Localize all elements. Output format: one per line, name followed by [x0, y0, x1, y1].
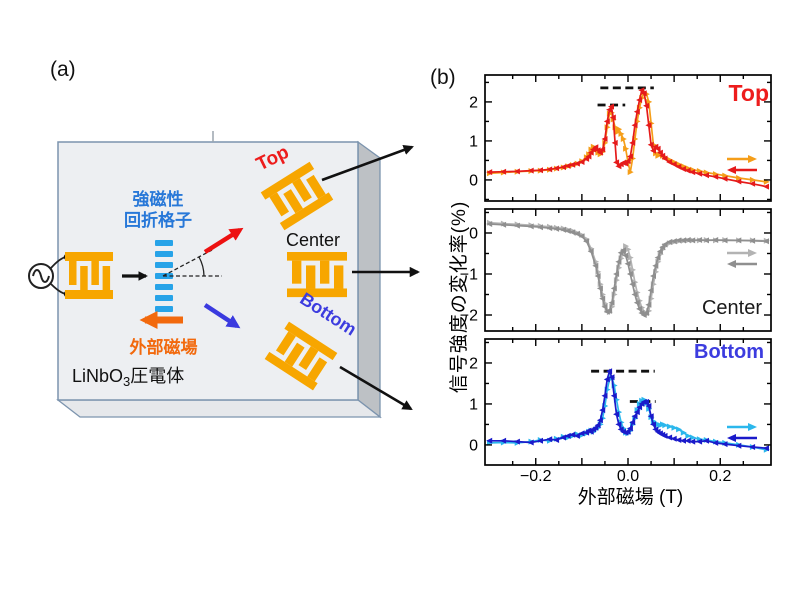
axis-ticks [485, 75, 771, 201]
axis-ticks [485, 339, 771, 465]
y-tick-label: 0 [469, 172, 478, 189]
plot-frame [484, 208, 772, 332]
y-tick-label: 2 [469, 355, 478, 372]
series-markers-field-decreasing [486, 368, 769, 452]
x-tick-label: 0.0 [617, 468, 639, 485]
substrate-label-suffix: 圧電体 [130, 366, 185, 386]
panel-label-center: Center [702, 297, 762, 319]
output-arrow-bottom [339, 365, 413, 411]
deflected-beam-up-arrow [203, 227, 244, 254]
y-tick-label: 2 [469, 94, 478, 111]
y-tick-label: 0 [469, 437, 478, 454]
plot-panel-top: 0 1 2 Top [469, 74, 772, 202]
panel-label-bottom: Bottom [694, 341, 764, 363]
sweep-legend-arrow-right [727, 423, 757, 431]
substrate-label-prefix: LiNbO [72, 366, 124, 386]
plot-panel-center: 0 −1 −2 Center [460, 208, 772, 332]
sweep-legend-arrow-left [727, 260, 757, 268]
substrate-label-subscript: 3 [123, 374, 131, 389]
panel-b-tag: (b) [430, 66, 456, 89]
grating-label-line2: 回折格子 [124, 211, 192, 230]
angle-arc [198, 256, 205, 277]
x-tick-label: −0.2 [520, 468, 552, 485]
idt-label-center: Center [286, 230, 341, 250]
plot-panel-bottom: 0 1 2 Bottom [469, 338, 772, 466]
sweep-legend-arrow-left [727, 434, 757, 442]
series-markers-field-decreasing [486, 87, 769, 190]
x-tick-label: 0.2 [709, 468, 731, 485]
panel-label-top: Top [729, 80, 769, 106]
grating-label-line1: 強磁性 [132, 190, 184, 209]
sweep-legend-arrow-right [727, 155, 757, 163]
angle-ray-dashed [162, 249, 213, 277]
x-axis-title: 外部磁場 (T) [577, 487, 684, 508]
series-markers-field-decreasing [486, 221, 769, 318]
ferromagnetic-grating-icon [155, 240, 173, 312]
plot-frame [484, 338, 772, 466]
external-field-label: 外部磁場 [129, 338, 198, 357]
y-tick-label: 1 [469, 396, 478, 413]
y-tick-label: 0 [469, 225, 478, 242]
deflection-angle-marks [162, 249, 222, 277]
y-tick-label: −2 [460, 308, 478, 325]
sweep-legend-arrow-right [727, 249, 757, 257]
ac-sine-glyph [32, 269, 50, 283]
y-tick-label: −1 [460, 266, 478, 283]
sweep-legend-arrow-left [727, 166, 757, 174]
output-arrow-top [321, 144, 414, 182]
y-tick-label: 1 [469, 133, 478, 150]
grating-label: 強磁性 回折格子 [104, 189, 212, 231]
plot-frame [484, 74, 772, 202]
deflected-beam-down-arrow [203, 303, 241, 329]
substrate-label: LiNbO3圧電体 [72, 362, 184, 389]
panel-a-tag: (a) [50, 58, 76, 81]
y-axis-title: 信号強度の変化率(%) [449, 200, 470, 394]
